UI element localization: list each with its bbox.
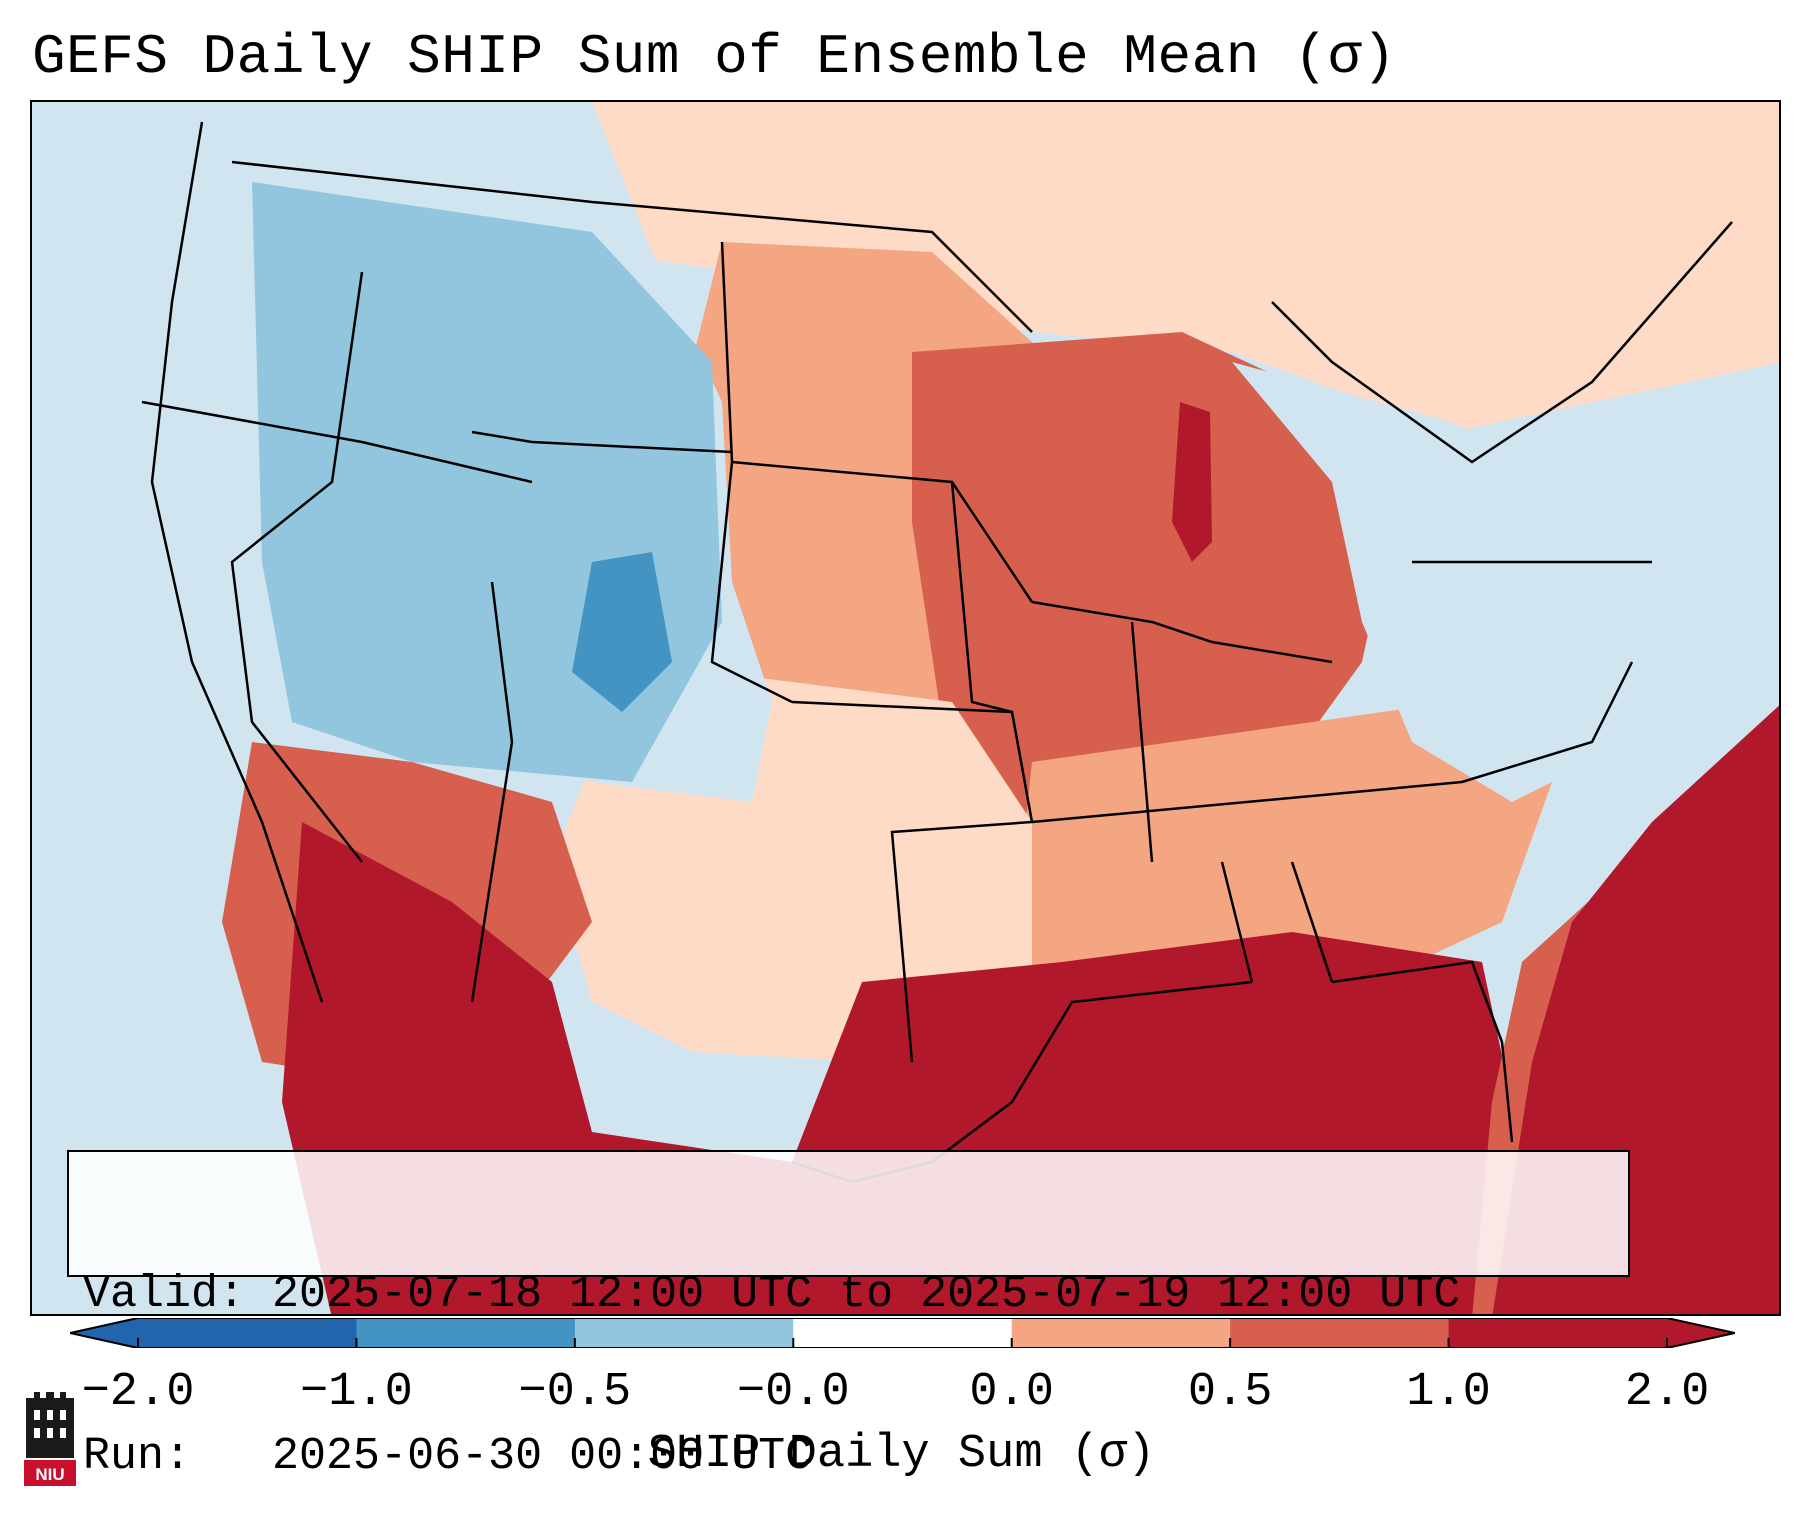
colorbar-tick-label: −2.0: [81, 1366, 195, 1419]
run-row: Run: 2025-06-30 00:00 UTC: [83, 1430, 1614, 1484]
colorbar-segment: [1230, 1318, 1450, 1348]
valid-label: Valid:: [83, 1269, 246, 1320]
colorbar-tick-label: −0.5: [518, 1366, 632, 1419]
logo-tower-icon: [26, 1392, 74, 1458]
colorbar-tick-label: 1.0: [1406, 1366, 1491, 1419]
colorbar-tick-label: 2.0: [1624, 1366, 1710, 1419]
colorbar-tick-label: −0.0: [736, 1366, 850, 1419]
colorbar-segment: [138, 1318, 357, 1348]
map-panel: [30, 100, 1781, 1316]
niu-logo: NIU: [24, 1392, 76, 1486]
colorbar-tick-label: 0.0: [969, 1366, 1055, 1419]
colorbar-segment-neutral: [793, 1318, 1012, 1348]
region-lake-michigan: [1172, 402, 1212, 562]
colorbar-extend-low: [70, 1318, 138, 1348]
logo-text: NIU: [35, 1465, 64, 1484]
valid-row: Valid: 2025-07-18 12:00 UTC to 2025-07-1…: [83, 1268, 1614, 1322]
colorbar: [70, 1318, 1735, 1348]
colorbar-segment: [1011, 1318, 1231, 1348]
colorbar-extend-high: [1667, 1318, 1735, 1348]
valid-value: 2025-07-18 12:00 UTC to 2025-07-19 12:00…: [272, 1269, 1461, 1320]
colorbar-segment: [356, 1318, 576, 1348]
region-northeast: [1232, 362, 1652, 802]
colorbar-segment: [574, 1318, 794, 1348]
colorbar-label: SHIP Daily Sum (σ): [647, 1428, 1156, 1481]
boundary-lines: [141, 121, 1733, 1184]
run-label: Run:: [83, 1431, 192, 1482]
map-title: GEFS Daily SHIP Sum of Ensemble Mean (σ): [32, 25, 1397, 89]
colorbar-segments: [70, 1318, 1735, 1348]
colorbar-tick-label: 0.5: [1187, 1366, 1273, 1419]
colorbar-segment: [1448, 1318, 1668, 1348]
colorbar-tick-label: −1.0: [300, 1366, 413, 1419]
valid-run-info-box: Valid: 2025-07-18 12:00 UTC to 2025-07-1…: [67, 1150, 1630, 1482]
logo-badge: [24, 1460, 76, 1486]
run-value: 2025-06-30 00:00 UTC: [272, 1431, 813, 1482]
region-colorado-center: [572, 552, 672, 712]
anomaly-map: [32, 102, 1779, 1314]
region-canada-north: [552, 102, 1779, 432]
